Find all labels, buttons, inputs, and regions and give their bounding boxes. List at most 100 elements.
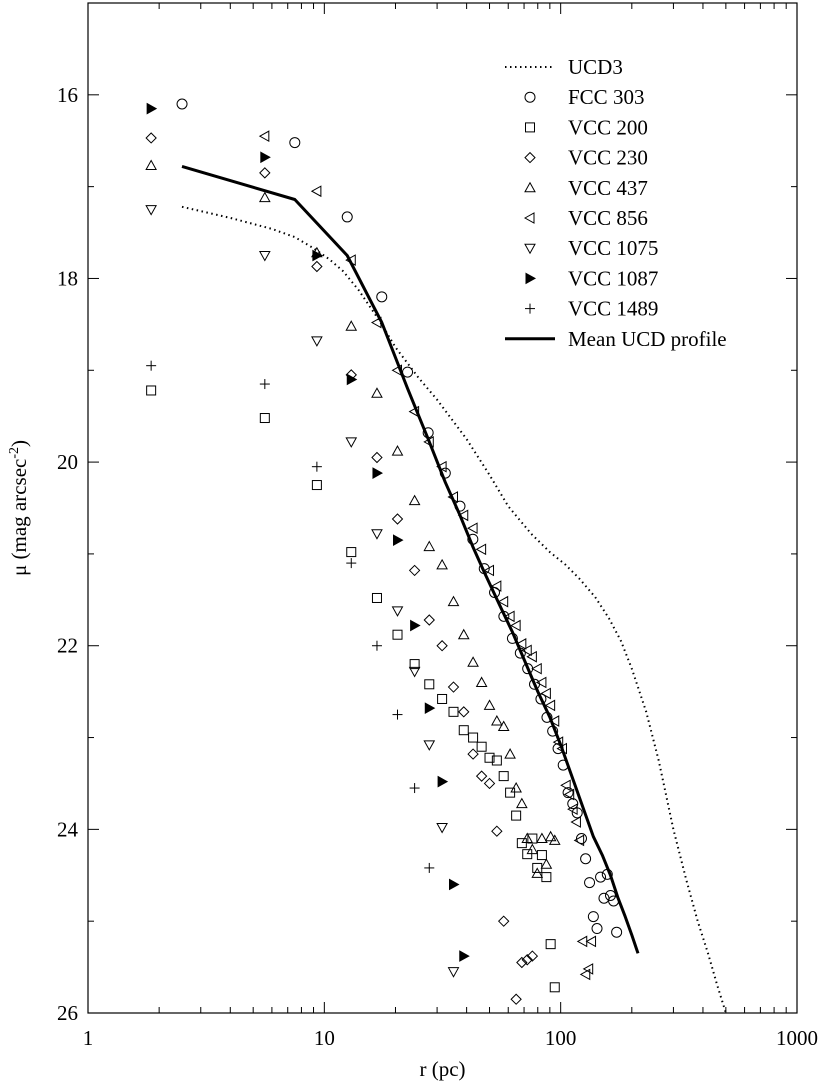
vcc-856-point [582, 963, 594, 975]
vcc-200-point [409, 659, 420, 670]
legend-label: VCC 1489 [568, 297, 658, 321]
vcc-437-point [544, 830, 557, 842]
vcc-200-point [346, 547, 357, 558]
vcc-856-point [531, 662, 542, 675]
vcc-200-point [424, 679, 435, 690]
vcc-856-point [258, 130, 270, 142]
vcc-200-point [522, 849, 533, 860]
mean-ucd-profile-line [181, 164, 640, 954]
vcc-200-point [505, 787, 516, 798]
vcc-200-point [437, 693, 448, 704]
vcc-856-point [475, 543, 487, 556]
vcc-1087-point [372, 467, 383, 479]
vcc-1087-point [346, 373, 358, 386]
y-tick-label: 18 [57, 266, 78, 290]
fcc-303-point [341, 211, 353, 223]
legend-item-vcc-437: VCC 437 [524, 176, 648, 200]
vcc-1087-point [146, 102, 158, 115]
vcc-856-point [515, 638, 527, 650]
vcc-200-point [527, 833, 538, 844]
y-tick-label: 20 [57, 450, 78, 474]
vcc-230-point [516, 956, 528, 969]
vcc-200-point [371, 592, 382, 603]
vcc-856-point [510, 619, 521, 632]
fcc-303-point [562, 787, 574, 799]
vcc-437-point [548, 834, 561, 845]
vcc-437-point [258, 191, 271, 203]
legend-item-vcc-856: VCC 856 [523, 206, 648, 230]
vcc-856-point [490, 580, 502, 592]
legend-item-fcc-303: FCC 303 [524, 85, 644, 109]
legend-label: VCC 437 [568, 176, 648, 200]
vcc-1489-point [409, 783, 420, 794]
vcc-200-point [536, 850, 547, 861]
vcc-200-point [392, 629, 403, 640]
legend-item-vcc-1087: VCC 1087 [525, 266, 658, 290]
vcc-437-point [436, 558, 448, 570]
legend-item-mean-ucd-profile: Mean UCD profile [505, 327, 727, 351]
vcc-856-point [497, 595, 509, 608]
fcc-303-point [587, 911, 599, 923]
vcc-230-point [408, 564, 421, 577]
vcc-1087-point [260, 151, 271, 164]
vcc-230-point [491, 825, 503, 837]
vcc-200-point [541, 872, 552, 883]
vcc-230-point [436, 640, 448, 652]
vcc-856-point [573, 834, 585, 847]
series-fcc-303 [176, 98, 623, 938]
vcc-856-point [457, 509, 469, 522]
vcc-437-point [345, 320, 358, 331]
vcc-437-point [457, 628, 470, 640]
legend-label: FCC 303 [568, 85, 644, 109]
vcc-856-point [467, 522, 478, 535]
series-vcc-1087 [146, 102, 470, 962]
plot-frame [87, 2, 798, 1014]
vcc-437-point [536, 832, 548, 844]
vcc-856-point [540, 687, 551, 700]
vcc-230-point [259, 167, 271, 179]
legend-label: Mean UCD profile [568, 327, 727, 351]
vcc-200-point [511, 810, 522, 821]
series-vcc-856 [258, 130, 597, 981]
vcc-230-point [526, 950, 539, 962]
vcc-1075-point [145, 205, 157, 216]
vcc-1489-point [424, 862, 435, 873]
y-axis-label-main: μ (mag arcsec [7, 459, 31, 576]
vcc-200-point [146, 385, 157, 396]
fcc-303-point [611, 926, 623, 938]
vcc-856-point [579, 968, 591, 981]
vcc-856-point [483, 564, 495, 577]
series-vcc-437 [145, 159, 561, 878]
vcc-230-point [423, 614, 435, 626]
series-vcc-230 [145, 132, 539, 1005]
vcc-1075-point [423, 740, 436, 751]
vcc-230-point [458, 706, 470, 718]
x-tick-label: 100 [545, 1026, 577, 1050]
legend-item-vcc-200: VCC 200 [525, 115, 648, 139]
y-tick-label: 16 [57, 83, 78, 107]
legend-item-vcc-1075: VCC 1075 [524, 236, 658, 260]
x-tick-label: 1 [83, 1026, 94, 1050]
y-axis-label: μ (mag arcsec-2) [7, 440, 31, 576]
vcc-1087-point [312, 249, 323, 262]
series-vcc-200 [146, 385, 560, 993]
vcc-437-point [510, 782, 522, 793]
fcc-303-point [376, 291, 388, 303]
vcc-856-point [408, 405, 420, 418]
legend-swatch [524, 243, 536, 255]
vcc-200-point [484, 752, 495, 763]
vcc-230-point [510, 993, 522, 1005]
vcc-437-point [531, 867, 544, 878]
vcc-200-point [458, 725, 469, 736]
vcc-1075-point [408, 666, 421, 678]
series-vcc-1075 [145, 205, 460, 978]
vcc-230-point [467, 748, 479, 760]
vcc-1075-point [345, 437, 358, 448]
vcc-856-point [310, 185, 322, 198]
legend-label: VCC 856 [568, 206, 648, 230]
vcc-437-point [391, 445, 404, 456]
y-axis-label-close: ) [7, 440, 31, 447]
series-mean-ucd-profile [181, 164, 640, 954]
fcc-303-point [584, 877, 596, 889]
vcc-1087-point [393, 534, 404, 546]
